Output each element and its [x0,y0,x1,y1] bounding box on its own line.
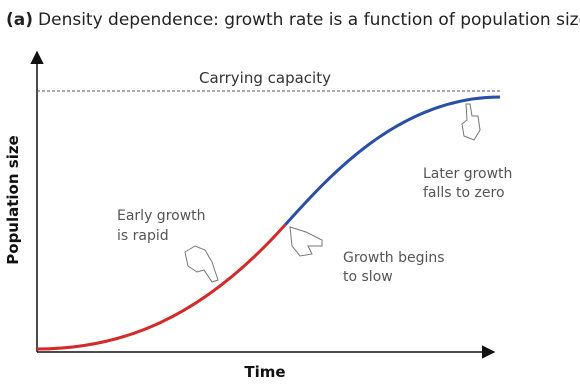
x-axis-label: Time [244,363,285,381]
title-label: (a) [6,10,33,30]
curve-late [283,95,501,227]
title-text: Density dependence: growth rate is a fun… [38,10,580,30]
carrying-capacity-label: Carrying capacity [199,69,331,87]
title: (a) Density dependence: growth rate is a … [6,10,580,30]
annotation-slow-2: to slow [343,269,393,285]
annotation-slow-1: Growth begins [343,250,445,266]
annotation-early-2: is rapid [117,228,169,244]
hand-icon [184,245,219,283]
annotation-later-1: Later growth [423,166,512,182]
hand-icon [461,103,481,141]
annotation-later-2: falls to zero [423,185,505,201]
curve-early [36,223,287,351]
hand-icon [289,226,323,257]
y-axis-label: Population size [4,135,22,264]
annotation-early-1: Early growth [117,208,206,224]
